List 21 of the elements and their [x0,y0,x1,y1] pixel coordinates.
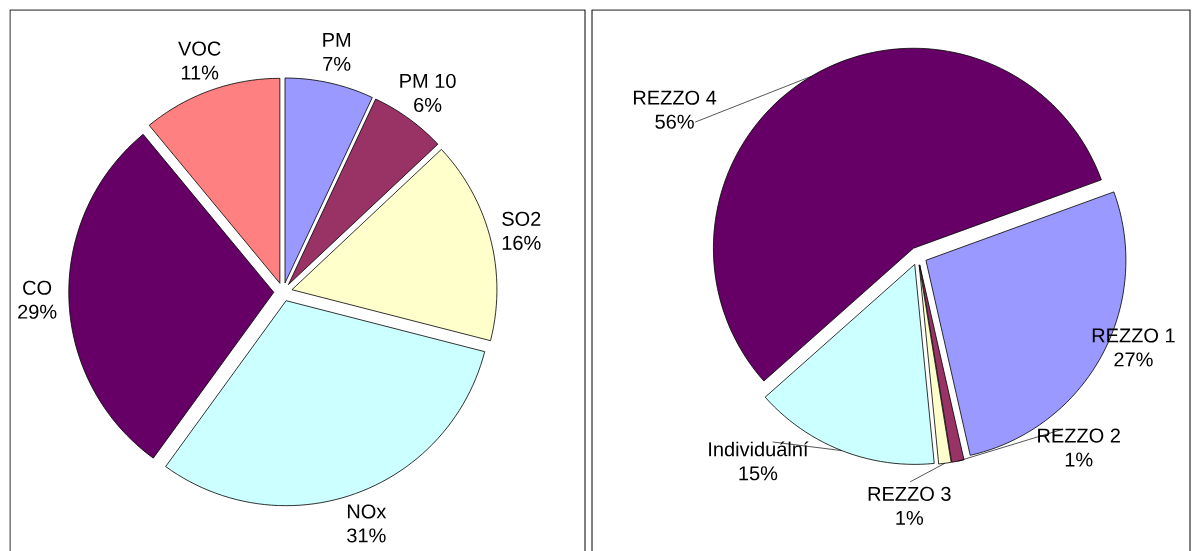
data-label: 31% [347,528,386,543]
data-label: 1% [896,510,924,525]
slice-label: CO [23,280,52,295]
data-label: 56% [655,114,694,129]
slice-label: NOx [347,504,387,519]
data-label: 27% [1114,352,1153,367]
slice-label: VOC [178,41,221,56]
data-label: 16% [502,235,541,250]
slice-label: SO2 [502,211,541,226]
slice-label: Individuální [709,441,809,457]
data-label: 6% [414,97,442,113]
data-label: 7% [323,56,351,71]
slice-label: PM 10 [400,73,456,89]
data-label: 11% [181,65,219,80]
data-label: 1% [1065,452,1093,467]
slice-label: REZZO 2 [1038,428,1120,443]
data-label: 15% [739,466,778,481]
slice-label: PM [323,32,351,47]
data-label: 29% [18,304,57,319]
slice-label: REZZO 4 [633,90,717,105]
slice-label: REZZO 3 [868,486,951,501]
